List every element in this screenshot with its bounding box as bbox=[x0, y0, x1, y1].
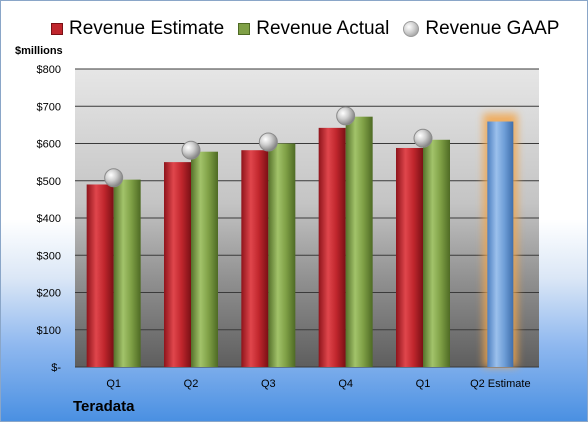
bar-revenue-actual bbox=[268, 143, 296, 367]
legend-label-estimate: Revenue Estimate bbox=[69, 18, 225, 39]
x-tick-label: Q2 bbox=[184, 378, 199, 390]
marker-revenue-gaap bbox=[413, 128, 433, 148]
bar-revenue-estimate bbox=[86, 184, 114, 367]
bar-revenue-actual bbox=[113, 179, 141, 367]
y-tick-label: $700 bbox=[37, 101, 61, 113]
marker-revenue-gaap bbox=[336, 106, 356, 126]
y-tick-label: $100 bbox=[37, 325, 61, 337]
y-tick-label: $200 bbox=[37, 288, 61, 300]
legend-swatch-actual bbox=[238, 23, 251, 35]
y-tick-label: $- bbox=[51, 362, 61, 374]
legend-item-actual: Revenue Actual bbox=[238, 18, 389, 40]
legend-item-estimate: Revenue Estimate bbox=[51, 18, 224, 40]
x-tick-label: Q4 bbox=[338, 378, 353, 390]
y-tick-label: $500 bbox=[37, 176, 61, 188]
legend-swatch-gaap bbox=[403, 21, 420, 37]
bar-revenue-estimate bbox=[241, 150, 269, 367]
y-tick-label: $300 bbox=[37, 250, 61, 262]
bar-revenue-actual bbox=[191, 151, 218, 367]
legend-swatch-estimate bbox=[51, 23, 63, 35]
y-axis-unit-label: $millions bbox=[15, 45, 63, 57]
x-tick-label: Q3 bbox=[261, 378, 276, 390]
x-tick-label: Q2 Estimate bbox=[470, 378, 531, 390]
y-tick-label: $600 bbox=[37, 139, 61, 151]
marker-revenue-gaap bbox=[104, 168, 124, 188]
legend-item-gaap: Revenue GAAP bbox=[403, 18, 559, 40]
marker-revenue-gaap bbox=[258, 132, 278, 152]
bar-revenue-actual bbox=[423, 139, 450, 367]
bars bbox=[86, 106, 518, 368]
legend: Revenue Estimate Revenue Actual Revenue … bbox=[51, 15, 559, 43]
legend-label-gaap: Revenue GAAP bbox=[425, 18, 560, 39]
y-tick-label: $400 bbox=[37, 213, 61, 225]
gridlines bbox=[75, 68, 539, 368]
x-tick-label: Q1 bbox=[106, 378, 121, 390]
bar-revenue-estimate bbox=[164, 162, 191, 367]
x-axis-ticks: Q1 Q2 Q3 Q4 Q1 Q2 Estimate bbox=[106, 378, 530, 390]
bar-revenue-estimate bbox=[318, 127, 346, 367]
company-name: Teradata bbox=[73, 398, 135, 415]
y-tick-label: $800 bbox=[37, 64, 61, 76]
bar-revenue-actual bbox=[345, 116, 373, 368]
bar-revenue-estimate bbox=[396, 147, 423, 367]
y-axis-ticks: $- $100 $200 $300 $400 $500 $600 $700 $800 bbox=[37, 64, 62, 374]
bar-q2-estimate bbox=[487, 121, 514, 368]
legend-label-actual: Revenue Actual bbox=[256, 18, 390, 39]
x-tick-label: Q1 bbox=[416, 378, 431, 390]
marker-revenue-gaap bbox=[181, 140, 201, 160]
